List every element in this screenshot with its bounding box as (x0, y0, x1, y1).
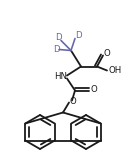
Text: O: O (91, 85, 97, 94)
Text: O: O (70, 97, 76, 106)
Text: HN: HN (55, 72, 68, 81)
Text: D: D (75, 31, 81, 40)
Text: D: D (55, 33, 61, 42)
Text: OH: OH (108, 66, 122, 75)
Text: O: O (104, 49, 110, 58)
Text: D: D (53, 45, 59, 54)
